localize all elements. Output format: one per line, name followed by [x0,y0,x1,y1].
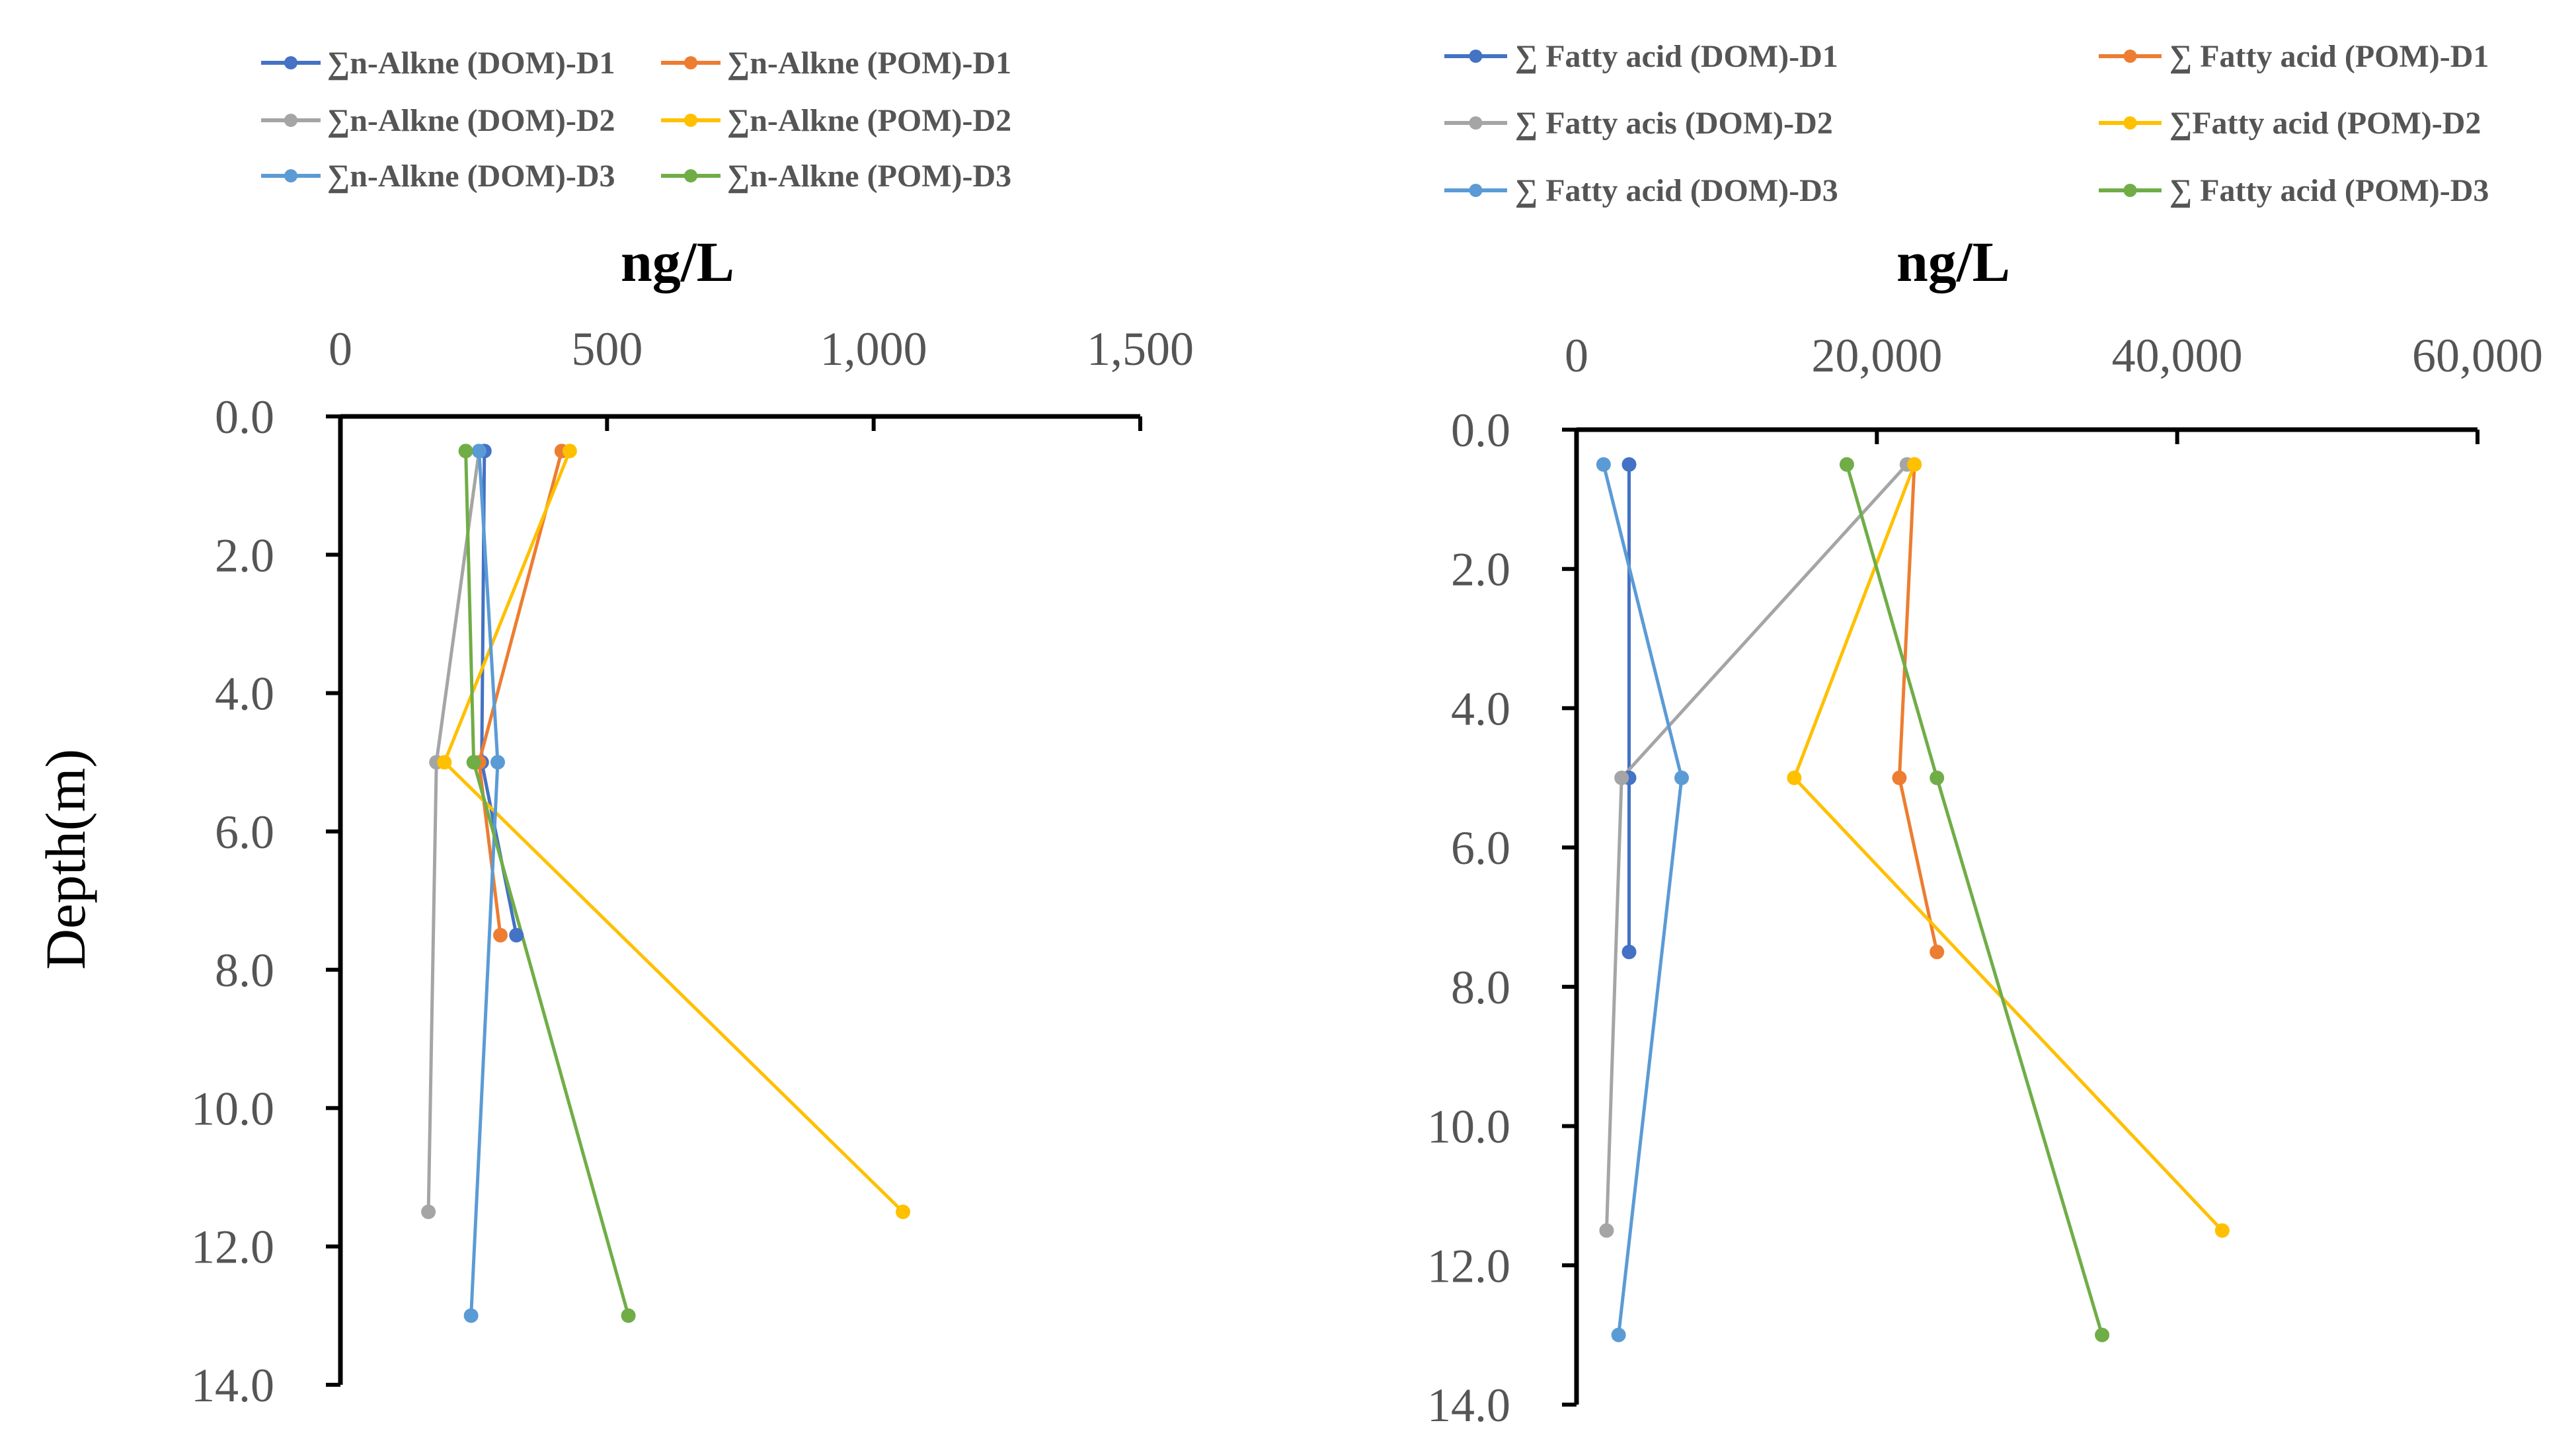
legend-marker-swatch [2123,50,2137,63]
data-point [1674,770,1690,785]
legend-entry: ∑n-Alkne (POM)-D3 [661,159,1011,194]
data-point [2095,1327,2110,1342]
x-tick-label: 500 [571,323,643,375]
data-point [621,1308,636,1323]
data-point [1930,770,1945,785]
chart-alkane: ∑n-Alkne (DOM)-D1 ∑n-Alkne (POM)-D1 ∑n-Alk… [191,46,1194,1412]
axes-fatty-acid: 0 20,000 40,000 60,000 0.0 2.0 4.0 6.0 8.0 10.0 12… [1427,329,2543,1432]
legend-label: ∑ Fatty acid (POM)-D1 [2169,39,2489,74]
y-tick-label: 10.0 [1427,1101,1510,1153]
axes-alkane: 0 500 1,000 1,500 0.0 2.0 4.0 6.0 8.0 10.0 12.0 14.… [191,323,1194,1412]
data-point [509,927,524,943]
data-point [562,444,577,459]
data-point [1907,457,1922,472]
data-point [463,1308,479,1323]
legend-marker-swatch [2123,184,2137,197]
y-tick-label: 12.0 [1427,1239,1510,1292]
y-tick-label: 14.0 [191,1359,274,1412]
y-tick-label: 0.0 [1451,404,1510,457]
x-tick-label: 0 [329,323,352,375]
data-point [1839,457,1854,472]
data-point [1599,1223,1614,1238]
legend-label: ∑Fatty acid (POM)-D2 [2169,106,2481,141]
legend-entry: ∑n-Alkne (DOM)-D3 [261,159,615,194]
data-point [1614,770,1629,785]
legend-label: ∑ Fatty acid (DOM)-D1 [1515,39,1838,74]
y-tick-label: 8.0 [215,944,274,997]
y-tick-label: 4.0 [215,668,274,720]
data-point [1611,1327,1626,1342]
legend-label: ∑ Fatty acis (DOM)-D2 [1515,106,1833,141]
x-tick-label: 60,000 [2412,329,2543,382]
data-point [466,755,481,770]
legend-marker-swatch [684,114,697,127]
legend-entry: ∑ Fatty acid (DOM)-D3 [1444,173,1838,208]
data-point [437,755,452,770]
legend-marker-swatch [684,56,697,69]
legend-label: ∑n-Alkne (POM)-D3 [727,159,1011,194]
data-point [490,755,505,770]
legend-entry: ∑n-Alkne (DOM)-D2 [261,103,615,138]
legend-label: ∑n-Alkne (POM)-D1 [727,46,1011,81]
legend-label: ∑n-Alkne (DOM)-D1 [327,46,615,81]
data-point [1892,770,1907,785]
legend-marker-swatch [1469,184,1483,197]
legend-alkane: ∑n-Alkne (DOM)-D1 ∑n-Alkne (POM)-D1 ∑n-Alk… [261,46,1011,194]
y-tick-label: 4.0 [1451,682,1510,735]
legend-fatty-acid: ∑ Fatty acid (DOM)-D1 ∑ Fatty acid (POM)-… [1444,39,2489,208]
y-tick-label: 2.0 [215,529,274,582]
x-tick-label: 1,500 [1087,323,1194,375]
data-point [896,1204,911,1220]
legend-entry: ∑ Fatty acis (DOM)-D2 [1444,106,1833,141]
legend-marker-swatch [684,169,697,182]
legend-entry: ∑ Fatty acid (POM)-D3 [2099,173,2489,208]
x-tick-label: 0 [1565,329,1588,382]
x-tick-label: 20,000 [1811,329,1942,382]
legend-entry: ∑Fatty acid (POM)-D2 [2099,106,2481,141]
legend-marker-swatch [284,169,297,182]
legend-marker-swatch [1469,50,1483,63]
legend-entry: ∑n-Alkne (POM)-D2 [661,103,1011,138]
legend-marker-swatch [1469,116,1483,130]
legend-marker-swatch [2123,116,2137,130]
legend-entry: ∑n-Alkne (POM)-D1 [661,46,1011,81]
x-axis-unit-label: ng/L [621,230,734,293]
y-axis-title: Depth(m) [34,749,97,970]
series-markers-alkane [421,444,911,1323]
y-tick-label: 12.0 [191,1221,274,1274]
data-point [493,927,508,943]
y-tick-label: 0.0 [215,391,274,444]
data-point [471,444,487,459]
legend-label: ∑ Fatty acid (DOM)-D3 [1515,173,1838,208]
data-point [2214,1223,2230,1238]
data-point [1621,457,1637,472]
legend-label: ∑n-Alkne (DOM)-D2 [327,103,615,138]
chart-fatty-acid: ∑ Fatty acid (DOM)-D1 ∑ Fatty acid (POM)-… [1427,39,2543,1432]
legend-entry: ∑ Fatty acid (DOM)-D1 [1444,39,1838,74]
legend-entry: ∑n-Alkne (DOM)-D1 [261,46,615,81]
y-tick-label: 6.0 [1451,822,1510,874]
legend-entry: ∑ Fatty acid (POM)-D1 [2099,39,2489,74]
y-tick-label: 10.0 [191,1082,274,1135]
data-point [421,1204,436,1220]
series-markers-fatty-acid [1596,457,2230,1342]
data-point [1787,770,1802,785]
legend-label: ∑n-Alkne (POM)-D2 [727,103,1011,138]
x-tick-label: 1,000 [820,323,927,375]
y-tick-label: 2.0 [1451,543,1510,596]
y-tick-label: 8.0 [1451,961,1510,1014]
x-axis-unit-label: ng/L [1896,230,2010,293]
legend-marker-swatch [284,114,297,127]
y-tick-label: 14.0 [1427,1379,1510,1432]
y-tick-label: 6.0 [215,806,274,859]
data-point [1930,945,1945,960]
legend-marker-swatch [284,56,297,69]
legend-label: ∑ Fatty acid (POM)-D3 [2169,173,2489,208]
x-tick-label: 40,000 [2112,329,2243,382]
legend-label: ∑n-Alkne (DOM)-D3 [327,159,615,194]
data-point [1596,457,1611,472]
data-point [458,444,473,459]
data-point [1621,945,1637,960]
